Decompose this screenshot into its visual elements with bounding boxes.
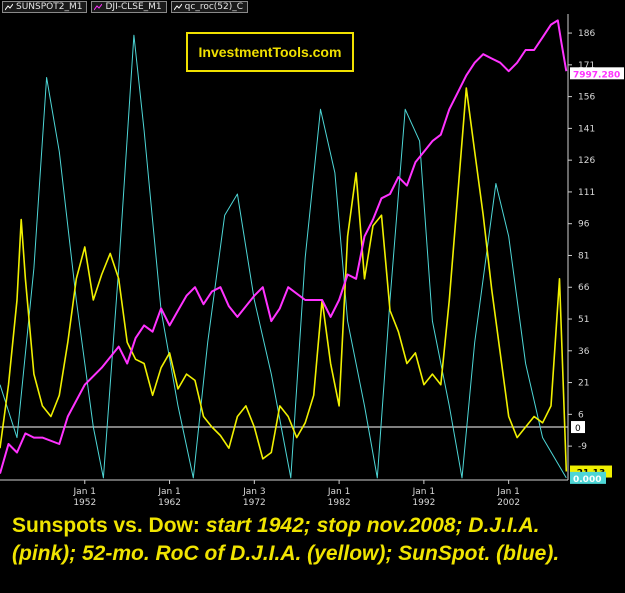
x-tick-label-bottom: 1992	[412, 498, 435, 508]
caption-part-2: start 1942; stop nov.2008; D.J.I.A.	[205, 514, 540, 537]
x-tick-label-top: Jan 1	[496, 487, 519, 497]
chart-caption: Sunspots vs. Dow: start 1942; stop nov.2…	[12, 512, 617, 568]
x-tick-label-top: Jan 1	[327, 487, 350, 497]
end-label-sunspot: 0.000	[573, 475, 601, 485]
legend-label: qc_roc(52)_C	[184, 1, 244, 12]
y-tick-label: 111	[578, 188, 595, 198]
zero-label-box	[571, 421, 585, 434]
series-line-djia	[0, 19, 568, 474]
y-tick-label: 156	[578, 93, 595, 103]
legend-label: DJI-CLSE_M1	[105, 1, 162, 12]
y-tick-label: 171	[578, 61, 595, 71]
zero-label: 0	[575, 424, 581, 434]
x-tick-label-bottom: 1952	[73, 498, 96, 508]
caption-part-3: (pink); 52-mo. RoC of D.J.I.A. (yellow);…	[12, 542, 560, 565]
plot-background	[0, 0, 625, 512]
x-tick-label-top: Jan 1	[73, 487, 96, 497]
y-tick-label: 96	[578, 220, 590, 230]
legend-item-djia[interactable]: DJI-CLSE_M1	[91, 1, 167, 13]
legend-item-roc[interactable]: qc_roc(52)_C	[170, 1, 249, 13]
caption-part-1: Sunspots vs. Dow:	[12, 514, 206, 537]
y-tick-label: 186	[578, 29, 595, 39]
y-tick-label: 126	[578, 156, 595, 166]
line-style-icon	[94, 3, 103, 11]
end-label-box-sunspot	[570, 471, 606, 484]
end-label-djia: 7997.280	[573, 70, 620, 80]
y-tick-label: 51	[578, 315, 589, 325]
line-style-icon	[173, 3, 183, 11]
y-tick-label: 81	[578, 251, 589, 261]
y-tick-label: -9	[578, 442, 587, 452]
series-line-sunspot	[0, 34, 567, 479]
series-layer	[0, 19, 568, 479]
y-tick-label: 21	[578, 379, 589, 389]
x-tick-label-top: Jan 3	[242, 487, 265, 497]
y-tick-label: 36	[578, 347, 590, 357]
y-tick-label: 6	[578, 410, 584, 420]
y-tick-label: 66	[578, 283, 590, 293]
brand-watermark: InvestmentTools.com	[186, 32, 354, 72]
legend-label: SUNSPOT2_M1	[16, 1, 83, 12]
x-tick-label-bottom: 1982	[328, 498, 351, 508]
x-tick-label-bottom: 2002	[497, 498, 520, 508]
legend: SUNSPOT2_M1 DJI-CLSE_M1 qc_roc(52)_C	[0, 0, 570, 14]
series-line-roc	[0, 87, 568, 472]
x-tick-label-bottom: 1972	[243, 498, 266, 508]
y-tick-label: 141	[578, 124, 595, 134]
line-style-icon	[4, 3, 14, 11]
legend-item-sunspot[interactable]: SUNSPOT2_M1	[2, 1, 88, 13]
x-tick-label-top: Jan 1	[412, 487, 435, 497]
x-tick-label-top: Jan 1	[157, 487, 180, 497]
x-tick-label-bottom: 1962	[158, 498, 181, 508]
end-label-box-djia	[570, 67, 624, 80]
